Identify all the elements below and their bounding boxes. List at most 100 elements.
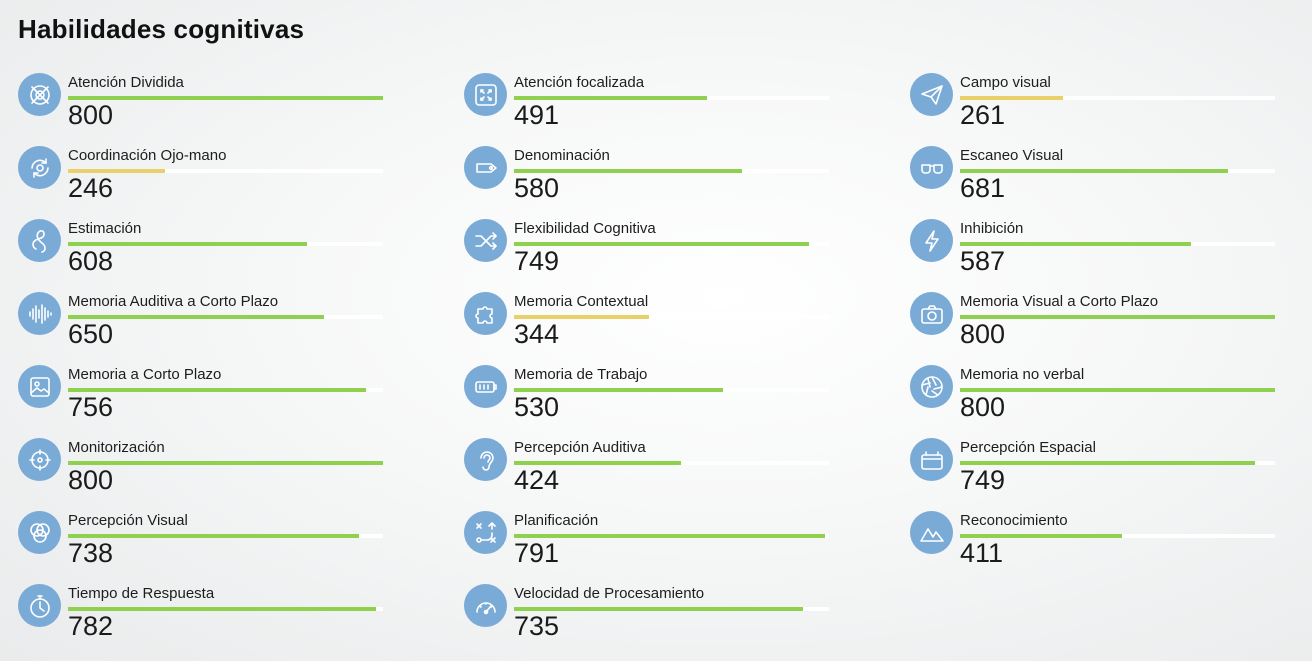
squiggle-icon bbox=[18, 219, 61, 262]
glasses-icon bbox=[910, 146, 953, 189]
stopwatch-icon bbox=[18, 584, 61, 627]
lightning-icon bbox=[910, 219, 953, 262]
target-arrows-icon bbox=[18, 438, 61, 481]
skill-name: Coordinación Ojo-mano bbox=[68, 147, 227, 164]
skill-item: Memoria Visual a Corto Plazo 800 bbox=[910, 289, 1312, 362]
skill-item: Memoria Auditiva a Corto Plazo 650 bbox=[18, 289, 464, 362]
skill-score: 344 bbox=[514, 319, 560, 349]
skills-grid: Atención Dividida 800 Atención focalizada 4… bbox=[18, 70, 1312, 654]
skill-score: 587 bbox=[960, 246, 1006, 276]
page-title: Habilidades cognitivas bbox=[18, 14, 305, 44]
skill-item: Inhibición 587 bbox=[910, 216, 1312, 289]
skill-name: Atención Dividida bbox=[68, 74, 184, 91]
skill-name: Planificación bbox=[514, 512, 599, 529]
picture-icon bbox=[18, 365, 61, 408]
skill-progress-bar bbox=[960, 242, 1275, 246]
skill-score: 424 bbox=[514, 465, 560, 495]
skill-item: Percepción Auditiva 424 bbox=[464, 435, 910, 508]
skill-progress-fill bbox=[68, 461, 383, 465]
box-icon bbox=[910, 438, 953, 481]
skill-progress-fill bbox=[960, 315, 1275, 319]
skill-progress-fill bbox=[514, 169, 743, 173]
skill-item: Denominación 580 bbox=[464, 143, 910, 216]
skill-progress-bar bbox=[514, 388, 829, 392]
skill-progress-bar bbox=[960, 388, 1275, 392]
skill-score: 782 bbox=[68, 611, 114, 641]
skill-name: Percepción Visual bbox=[68, 512, 188, 529]
skill-progress-bar bbox=[514, 607, 829, 611]
skill-item: Coordinación Ojo-mano 246 bbox=[18, 143, 464, 216]
skill-progress-bar bbox=[68, 242, 383, 246]
skill-score: 735 bbox=[514, 611, 560, 641]
skill-item: Atención focalizada 491 bbox=[464, 70, 910, 143]
skill-progress-bar bbox=[514, 96, 829, 100]
speedometer-icon bbox=[464, 584, 507, 627]
skill-progress-fill bbox=[960, 242, 1192, 246]
mountains-icon bbox=[910, 511, 953, 554]
skill-name: Monitorización bbox=[68, 439, 165, 456]
skill-name: Memoria no verbal bbox=[960, 366, 1085, 383]
skill-name: Memoria Visual a Corto Plazo bbox=[960, 293, 1159, 310]
skill-item: Atención Dividida 800 bbox=[18, 70, 464, 143]
aperture-icon bbox=[910, 365, 953, 408]
puzzle-icon bbox=[464, 292, 507, 335]
skill-progress-fill bbox=[960, 96, 1063, 100]
camera-icon bbox=[910, 292, 953, 335]
skill-progress-fill bbox=[514, 242, 809, 246]
crossed-circle-icon bbox=[18, 73, 61, 116]
skill-item: Flexibilidad Cognitiva 749 bbox=[464, 216, 910, 289]
skill-item: Memoria Contextual 344 bbox=[464, 289, 910, 362]
skill-progress-bar bbox=[514, 461, 829, 465]
skill-name: Tiempo de Respuesta bbox=[68, 585, 215, 602]
skill-item: Velocidad de Procesamiento 735 bbox=[464, 581, 910, 654]
paper-plane-icon bbox=[910, 73, 953, 116]
skill-progress-bar bbox=[68, 607, 383, 611]
skill-item: Memoria a Corto Plazo 756 bbox=[18, 362, 464, 435]
skill-item: Memoria no verbal 800 bbox=[910, 362, 1312, 435]
skill-name: Velocidad de Procesamiento bbox=[514, 585, 705, 602]
skill-name: Denominación bbox=[514, 147, 610, 164]
skill-item: Reconocimiento 411 bbox=[910, 508, 1312, 581]
skill-progress-bar bbox=[960, 96, 1275, 100]
skill-progress-bar bbox=[68, 96, 383, 100]
skill-progress-fill bbox=[514, 534, 826, 538]
skill-progress-bar bbox=[68, 169, 383, 173]
skill-progress-bar bbox=[960, 169, 1275, 173]
skill-progress-fill bbox=[960, 534, 1122, 538]
skill-name: Memoria Contextual bbox=[514, 293, 649, 310]
skill-name: Inhibición bbox=[960, 220, 1024, 237]
skill-progress-fill bbox=[68, 388, 366, 392]
skill-progress-fill bbox=[68, 534, 359, 538]
ear-icon bbox=[464, 438, 507, 481]
skill-item: Monitorización 800 bbox=[18, 435, 464, 508]
skill-name: Escaneo Visual bbox=[960, 147, 1064, 164]
skill-progress-fill bbox=[960, 388, 1275, 392]
tactics-icon bbox=[464, 511, 507, 554]
skill-progress-fill bbox=[514, 461, 681, 465]
skill-score: 791 bbox=[514, 538, 560, 568]
skill-name: Campo visual bbox=[960, 74, 1051, 91]
skill-score: 411 bbox=[960, 538, 1004, 568]
skill-progress-fill bbox=[960, 461, 1255, 465]
skill-score: 261 bbox=[960, 100, 1006, 130]
skill-item: Memoria de Trabajo 530 bbox=[464, 362, 910, 435]
skill-score: 530 bbox=[514, 392, 560, 422]
skill-progress-fill bbox=[514, 315, 650, 319]
skill-progress-bar bbox=[960, 315, 1275, 319]
skill-progress-bar bbox=[68, 315, 383, 319]
skill-name: Atención focalizada bbox=[514, 74, 645, 91]
skill-score: 800 bbox=[68, 100, 114, 130]
skill-progress-fill bbox=[514, 607, 804, 611]
battery-icon bbox=[464, 365, 507, 408]
skill-score: 608 bbox=[68, 246, 114, 276]
skill-progress-bar bbox=[514, 169, 829, 173]
skill-score: 756 bbox=[68, 392, 114, 422]
skill-item: Campo visual 261 bbox=[910, 70, 1312, 143]
skill-score: 580 bbox=[514, 173, 560, 203]
skill-score: 800 bbox=[68, 465, 114, 495]
skill-name: Flexibilidad Cognitiva bbox=[514, 220, 656, 237]
skill-name: Memoria a Corto Plazo bbox=[68, 366, 222, 383]
skill-name: Reconocimiento bbox=[960, 512, 1068, 529]
skill-progress-fill bbox=[514, 388, 723, 392]
skill-score: 491 bbox=[514, 100, 560, 130]
